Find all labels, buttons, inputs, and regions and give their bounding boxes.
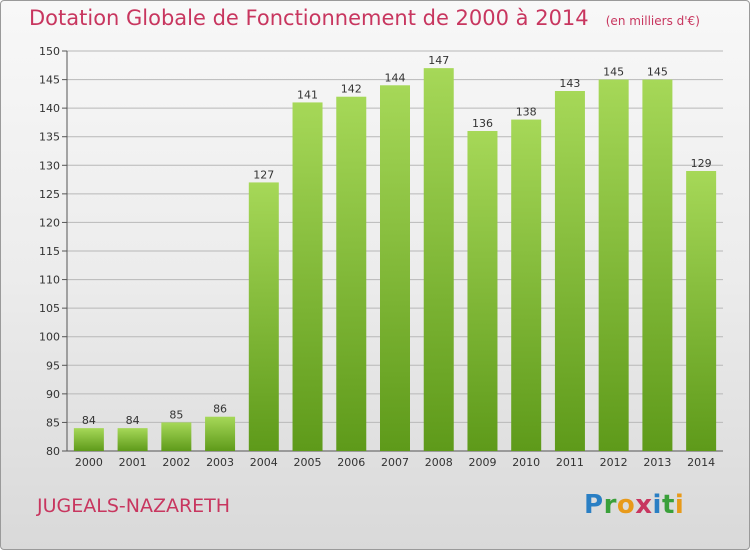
x-tick-label: 2005: [294, 456, 322, 469]
bar: [205, 416, 236, 451]
x-tick-label: 2004: [250, 456, 278, 469]
y-tick-label: 100: [39, 331, 60, 344]
bar: [161, 422, 192, 451]
y-tick-label: 120: [39, 216, 60, 229]
logo-letter: o: [616, 490, 636, 520]
data-label: 136: [472, 117, 493, 130]
x-tick-label: 2013: [643, 456, 671, 469]
bar: [554, 91, 585, 451]
y-tick-label: 115: [39, 245, 60, 258]
title-text: Dotation Globale de Fonctionnement de 20…: [29, 6, 589, 30]
logo-letter: x: [635, 490, 653, 520]
data-label: 143: [559, 77, 580, 90]
data-label: 129: [691, 157, 712, 170]
bar: [423, 68, 454, 452]
bar: [511, 119, 542, 452]
x-tick-label: 2007: [381, 456, 409, 469]
y-tick-label: 105: [39, 302, 60, 315]
x-tick-label: 2010: [512, 456, 540, 469]
logo-letter: r: [603, 490, 617, 520]
data-label: 86: [213, 403, 227, 416]
x-tick-label: 2011: [556, 456, 584, 469]
y-tick-label: 135: [39, 131, 60, 144]
bar: [292, 102, 323, 451]
x-tick-label: 2014: [687, 456, 715, 469]
data-label: 145: [603, 66, 624, 79]
logo-letter: t: [661, 490, 675, 520]
unit-text: (en milliers d'€): [605, 14, 700, 28]
y-tick-label: 110: [39, 274, 60, 287]
data-label: 145: [647, 66, 668, 79]
bar: [467, 131, 498, 451]
bar: [642, 79, 673, 452]
x-tick-label: 2008: [425, 456, 453, 469]
data-label: 141: [297, 88, 318, 101]
logo-letter: P: [584, 490, 604, 520]
commune-name: JUGEALS-NAZARETH: [37, 495, 231, 517]
y-tick-label: 130: [39, 159, 60, 172]
data-label: 147: [428, 54, 449, 67]
data-label: 144: [385, 71, 406, 84]
bar: [73, 428, 104, 451]
y-tick-label: 150: [39, 45, 60, 58]
y-tick-label: 125: [39, 188, 60, 201]
proxiti-logo: Proxiti: [584, 490, 684, 520]
data-label: 85: [169, 408, 183, 421]
data-label: 84: [126, 414, 140, 427]
x-tick-label: 2000: [75, 456, 103, 469]
x-tick-label: 2006: [337, 456, 365, 469]
bar: [117, 428, 148, 451]
bar: [380, 85, 410, 452]
y-tick-label: 80: [46, 445, 60, 458]
y-tick-label: 140: [39, 102, 60, 115]
x-tick-label: 2009: [468, 456, 496, 469]
bar: [248, 182, 279, 451]
y-tick-label: 95: [46, 359, 60, 372]
data-label: 138: [516, 106, 537, 119]
bar: [598, 79, 629, 452]
logo-letter: i: [652, 490, 662, 520]
x-tick-label: 2002: [162, 456, 190, 469]
x-tick-label: 2001: [119, 456, 147, 469]
chart-title: Dotation Globale de Fonctionnement de 20…: [29, 6, 700, 30]
x-tick-label: 2003: [206, 456, 234, 469]
data-label: 84: [82, 414, 96, 427]
bar: [336, 96, 367, 451]
logo-letter: i: [674, 490, 685, 520]
data-label: 142: [341, 83, 362, 96]
bar: [686, 171, 717, 451]
y-tick-label: 85: [46, 416, 60, 429]
data-label: 127: [253, 168, 274, 181]
x-tick-label: 2012: [600, 456, 628, 469]
y-tick-label: 90: [46, 388, 60, 401]
y-tick-label: 145: [39, 74, 60, 87]
